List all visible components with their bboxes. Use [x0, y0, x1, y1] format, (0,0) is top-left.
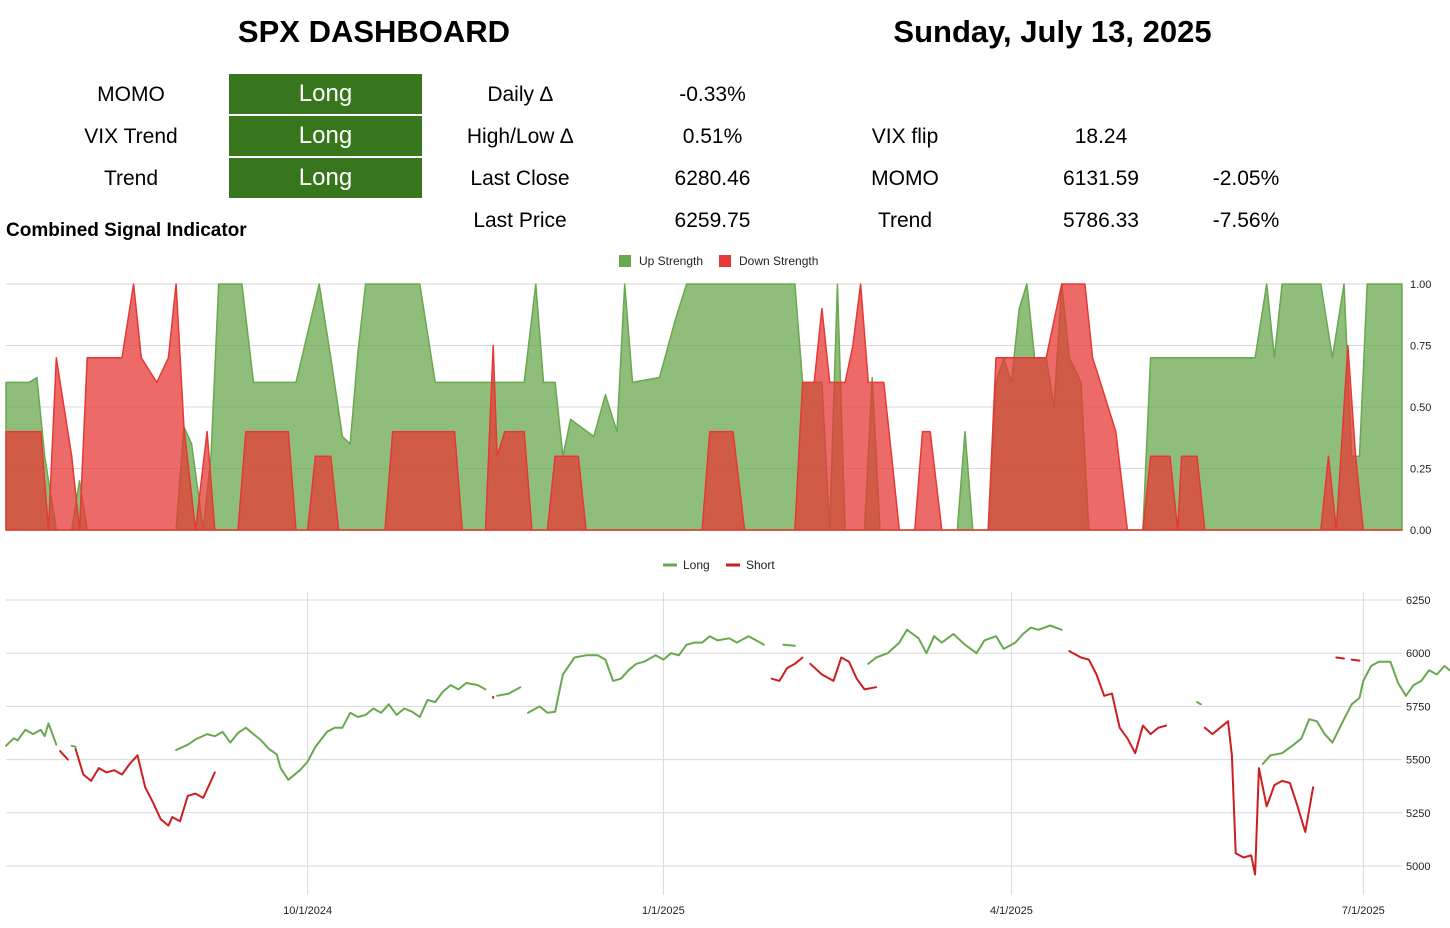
- price-line-short: [74, 748, 216, 827]
- legend-swatch-up: [619, 255, 631, 267]
- signal-label-momo: MOMO: [97, 83, 165, 106]
- signal-label-trend: Trend: [103, 167, 159, 190]
- level-label-momo: MOMO: [871, 167, 939, 190]
- price-line-short: [1068, 650, 1168, 755]
- price-line-short: [59, 750, 69, 761]
- price-line-short: [1203, 720, 1315, 876]
- combined-signal-title: Combined Signal Indicator: [6, 220, 247, 241]
- stat-value-last-close: 6280.46: [674, 167, 751, 190]
- stat-value-last-price: 6259.75: [674, 209, 751, 232]
- price-x-tick: 7/1/2025: [1342, 905, 1385, 917]
- level-value-momo: 6131.59: [1063, 167, 1139, 190]
- legend-swatch-down: [719, 255, 731, 267]
- signal-y-tick: 0.75: [1410, 341, 1431, 353]
- level-pct-trend: -7.56%: [1212, 209, 1280, 232]
- price-line-chart: Long Short 5000 5250 5500 5750 6000 6250 10/1/…: [5, 558, 1450, 917]
- price-line-long: [1261, 660, 1450, 765]
- stat-label-last-close: Last Close: [470, 167, 570, 190]
- signal-badge-trend: Long: [229, 158, 422, 198]
- legend-label-down: Down Strength: [739, 254, 818, 268]
- price-y-tick: 5000: [1406, 861, 1430, 873]
- signal-area-chart: Up Strength Down Strength 0.00 0.25 0.50 0.…: [5, 254, 1431, 537]
- level-label-vix-flip: VIX flip: [871, 125, 939, 148]
- price-y-tick: 5750: [1406, 701, 1430, 713]
- price-x-tick: 4/1/2025: [990, 905, 1033, 917]
- stat-label-last-price: Last Price: [473, 209, 567, 232]
- price-line-long: [1196, 701, 1202, 706]
- stat-value-daily-delta: -0.33%: [679, 83, 746, 106]
- price-y-tick: 6000: [1406, 648, 1430, 660]
- level-value-vix-flip: 18.24: [1074, 125, 1128, 148]
- signal-y-tick: 0.00: [1410, 525, 1431, 537]
- signal-badge-vix-trend: Long: [229, 116, 422, 156]
- price-line-long: [867, 624, 1063, 665]
- signal-y-tick: 0.50: [1410, 402, 1431, 414]
- price-line-long: [782, 643, 796, 647]
- price-line-long: [496, 686, 522, 697]
- signal-area-down: [5, 283, 1403, 531]
- price-x-tick: 1/1/2025: [642, 905, 685, 917]
- signal-y-tick: 0.25: [1410, 464, 1431, 476]
- price-y-tick: 6250: [1406, 595, 1430, 607]
- price-x-tick: 10/1/2024: [283, 905, 332, 917]
- price-line-short: [1350, 658, 1361, 662]
- stat-label-high-low-delta: High/Low ∆: [466, 125, 574, 148]
- legend-label-long: Long: [683, 558, 710, 572]
- level-value-trend: 5786.33: [1063, 209, 1139, 232]
- signal-y-tick: 1.00: [1410, 279, 1431, 291]
- signal-badge-momo: Long: [229, 74, 422, 114]
- price-line-long: [70, 744, 77, 748]
- dashboard-title: SPX DASHBOARD: [237, 14, 511, 49]
- legend-label-short: Short: [746, 558, 775, 572]
- stat-label-daily-delta: Daily ∆: [487, 83, 553, 106]
- price-y-tick: 5500: [1406, 755, 1430, 767]
- price-line-short: [1335, 656, 1345, 660]
- price-line-long: [175, 682, 487, 781]
- price-line-short: [809, 656, 878, 691]
- signal-label-vix-trend: VIX Trend: [84, 125, 178, 148]
- price-line-long: [5, 722, 58, 747]
- level-pct-momo: -2.05%: [1212, 167, 1280, 190]
- price-legend: Long Short: [663, 558, 775, 572]
- price-line-long: [527, 635, 765, 714]
- price-line-short: [770, 656, 804, 682]
- legend-label-up: Up Strength: [639, 254, 703, 268]
- stat-value-high-low-delta: 0.51%: [682, 125, 743, 148]
- dashboard-date: Sunday, July 13, 2025: [893, 14, 1212, 49]
- signal-legend: Up Strength Down Strength: [619, 254, 818, 268]
- price-y-tick: 5250: [1406, 808, 1430, 820]
- level-label-trend: Trend: [877, 209, 933, 232]
